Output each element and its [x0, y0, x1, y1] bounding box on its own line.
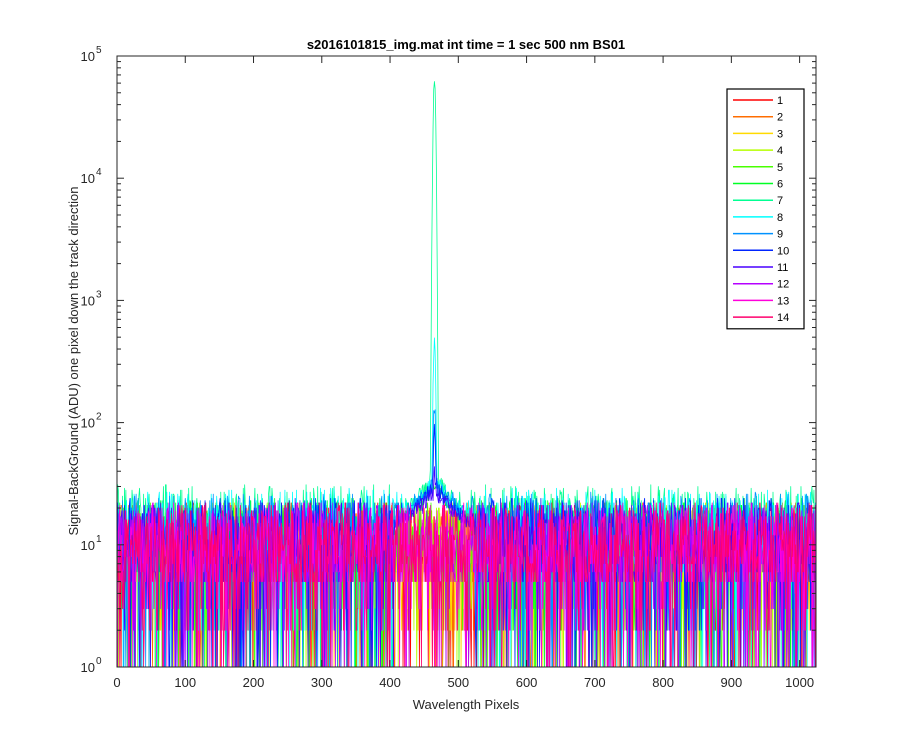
x-tick-label: 500: [447, 675, 469, 690]
y-tick-label: 10: [81, 538, 95, 553]
series-line-14: [116, 502, 817, 668]
legend-label-13: 13: [777, 295, 789, 307]
y-tick-exponent: 4: [96, 167, 102, 178]
y-tick-label: 10: [81, 49, 95, 64]
y-tick-exponent: 0: [96, 656, 102, 667]
legend-label-1: 1: [777, 95, 783, 107]
y-tick-label: 10: [81, 416, 95, 431]
y-tick-label: 10: [81, 293, 95, 308]
y-axis-label: Signal-BackGround (ADU) one pixel down t…: [66, 186, 81, 535]
x-tick-label: 300: [311, 675, 333, 690]
legend-label-2: 2: [777, 112, 783, 124]
plot-frame: [116, 55, 817, 668]
legend-label-10: 10: [777, 245, 789, 257]
x-axis: 0 100 200 300 400 500 600 700 800 900 1000: [113, 56, 814, 690]
legend-label-12: 12: [777, 279, 789, 291]
x-tick-label: 400: [379, 675, 401, 690]
y-tick-label: 10: [81, 660, 95, 675]
legend-label-5: 5: [777, 162, 783, 174]
legend-label-9: 9: [777, 229, 783, 241]
x-tick-label: 100: [174, 675, 196, 690]
chart-title: s2016101815_img.mat int time = 1 sec 500…: [307, 37, 625, 52]
x-tick-label: 1000: [785, 675, 814, 690]
x-tick-label: 700: [584, 675, 606, 690]
legend-label-14: 14: [777, 312, 789, 324]
legend-label-8: 8: [777, 212, 783, 224]
legend-label-3: 3: [777, 128, 783, 140]
y-tick-exponent: 5: [96, 45, 102, 56]
legend-label-6: 6: [777, 179, 783, 191]
legend-label-4: 4: [777, 145, 783, 157]
legend-label-11: 11: [777, 262, 788, 274]
legend-label-7: 7: [777, 195, 783, 207]
x-tick-label: 800: [652, 675, 674, 690]
x-tick-label: 0: [113, 675, 120, 690]
y-tick-exponent: 3: [96, 289, 102, 300]
series-line-13: [116, 502, 817, 668]
y-tick-label: 10: [81, 171, 95, 186]
y-tick-exponent: 2: [96, 412, 102, 423]
legend-box: [726, 88, 805, 330]
x-tick-label: 200: [243, 675, 265, 690]
x-tick-label: 600: [516, 675, 538, 690]
x-axis-label: Wavelength Pixels: [413, 697, 520, 712]
y-tick-exponent: 1: [96, 534, 102, 545]
x-tick-label: 900: [721, 675, 743, 690]
